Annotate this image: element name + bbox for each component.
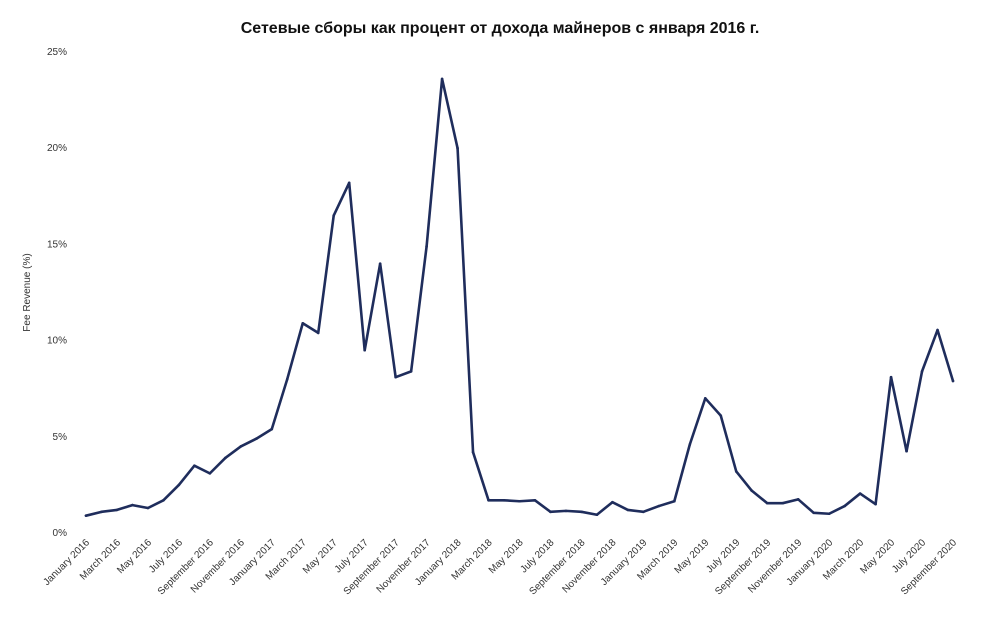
data-point (254, 437, 258, 441)
data-point (843, 504, 846, 508)
data-point (688, 443, 692, 446)
data-point (951, 379, 955, 383)
chart-title: Сетевые сборы как процент от дохода майн… (240, 20, 760, 37)
data-point (363, 348, 366, 352)
data-point (502, 498, 506, 502)
data-point (487, 498, 490, 502)
y-tick-label: 5% (53, 432, 68, 443)
data-point (734, 470, 738, 473)
y-tick-label: 15% (47, 239, 67, 250)
y-axis-label: Fee Revenue (%) (22, 253, 33, 331)
data-point (518, 499, 521, 503)
x-tick-label: September 2016 (156, 537, 216, 597)
data-point (673, 499, 676, 503)
data-point (564, 509, 568, 513)
data-point (332, 214, 336, 217)
data-point (471, 450, 475, 454)
data-point (889, 375, 893, 379)
data-point (533, 498, 537, 502)
data-point (580, 510, 583, 514)
data-point (84, 514, 88, 517)
data-point (100, 510, 103, 514)
data-point (131, 503, 134, 507)
data-point (812, 511, 815, 515)
data-point (440, 77, 444, 81)
data-point (301, 321, 305, 325)
y-tick-label: 0% (53, 528, 68, 539)
data-point (657, 504, 661, 508)
data-point (750, 489, 754, 492)
data-point (409, 370, 413, 373)
data-point (270, 427, 274, 431)
data-point (719, 414, 723, 417)
data-point (920, 370, 924, 373)
data-point (642, 510, 645, 514)
data-point (316, 331, 320, 335)
data-point (378, 262, 382, 265)
data-point (858, 492, 862, 495)
data-point (611, 500, 614, 504)
y-tick-label: 20% (47, 143, 67, 154)
x-tick-label: September 2017 (342, 537, 402, 597)
data-point (765, 501, 769, 505)
y-tick-label: 10% (47, 336, 67, 347)
data-point (703, 397, 707, 400)
data-point (626, 508, 630, 512)
data-point (827, 512, 831, 516)
data-point (115, 508, 119, 512)
series-line (84, 77, 955, 517)
data-point (781, 501, 784, 505)
data-point (224, 456, 227, 460)
x-tick-label: November 2017 (375, 537, 433, 595)
data-point (162, 498, 165, 502)
data-point (796, 498, 800, 501)
data-point (177, 483, 181, 487)
data-point (208, 472, 212, 475)
data-point (874, 502, 877, 506)
y-tick-label: 25% (47, 47, 67, 58)
x-tick-label: November 2019 (746, 537, 804, 595)
data-point (905, 449, 908, 453)
data-point (456, 146, 459, 150)
data-point (285, 377, 289, 381)
x-tick-label: September 2018 (527, 537, 587, 597)
data-point (936, 328, 939, 332)
data-point (425, 245, 428, 248)
data-point (239, 445, 243, 448)
x-tick-label: September 2019 (713, 537, 773, 597)
x-tick-label: November 2018 (560, 537, 618, 595)
data-point (146, 506, 150, 510)
data-point (549, 510, 552, 514)
data-point (595, 513, 599, 517)
data-point (347, 181, 351, 185)
data-point (193, 464, 196, 467)
x-tick-label: November 2016 (189, 537, 247, 595)
x-tick-label: September 2020 (899, 537, 959, 597)
data-point (394, 375, 397, 379)
